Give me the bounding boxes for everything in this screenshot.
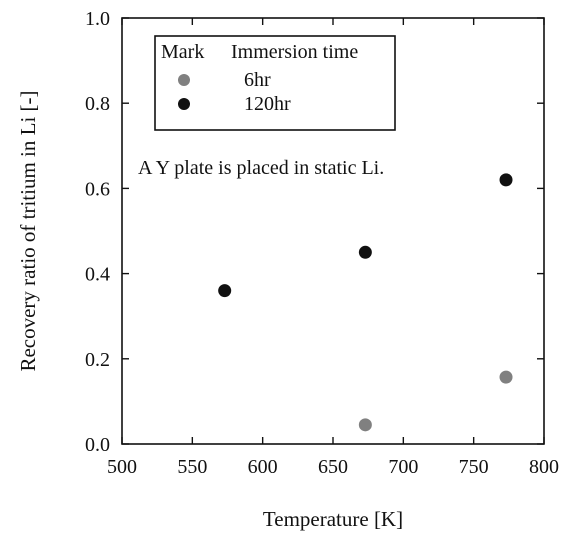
legend-marker-120hr [178,98,190,110]
y-tick-label-0.4: 0.4 [85,264,110,286]
legend-label-6hr: 6hr [244,69,271,91]
x-axis-title: Temperature [K] [263,507,403,531]
data-point-6hr-0 [358,418,372,432]
x-tick-label-500: 500 [107,456,137,478]
legend-header-mark: Mark [161,41,204,63]
axis-ticks [121,17,545,445]
x-tick-label-750: 750 [459,456,489,478]
y-tick-label-0.8: 0.8 [85,93,110,115]
chart-annotation: A Y plate is placed in static Li. [138,157,384,179]
data-points [218,173,513,432]
x-tick-label-600: 600 [248,456,278,478]
y-tick-label-0.2: 0.2 [85,349,110,371]
y-tick-label-0.6: 0.6 [85,178,110,200]
x-tick-label-800: 800 [529,456,559,478]
data-point-120hr-2 [499,173,513,187]
legend-marker-6hr [178,74,190,86]
y-tick-labels: 0.0 0.2 0.4 0.6 0.8 1.0 [85,8,110,456]
data-point-120hr-0 [218,284,232,298]
x-tick-label-700: 700 [388,456,418,478]
data-point-120hr-1 [358,245,372,259]
legend: Mark Immersion time 6hr 120hr [154,35,396,131]
data-point-6hr-1 [499,370,513,384]
x-tick-label-550: 550 [177,456,207,478]
y-tick-label-0.0: 0.0 [85,434,110,456]
y-axis-title: Recovery ratio of tritium in Li [-] [16,90,40,371]
y-tick-label-1.0: 1.0 [85,8,110,30]
x-tick-label-650: 650 [318,456,348,478]
legend-label-120hr: 120hr [244,93,291,115]
legend-box [154,35,396,131]
legend-header-label: Immersion time [231,41,358,63]
x-tick-labels: 500 550 600 650 700 750 800 [107,456,559,478]
